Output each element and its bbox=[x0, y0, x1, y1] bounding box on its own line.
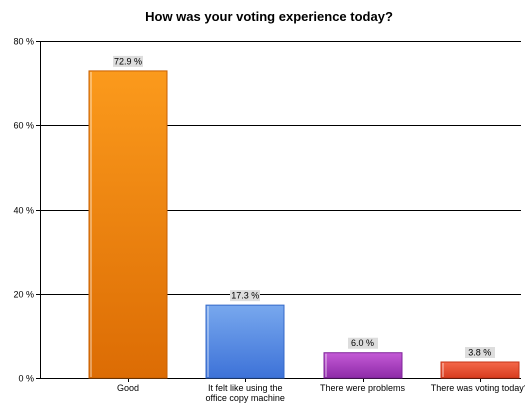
data-label-box bbox=[465, 346, 495, 358]
bars bbox=[88, 70, 520, 379]
bar bbox=[205, 304, 285, 379]
category-label: office copy machine bbox=[206, 393, 285, 403]
y-tick-label: 20 % bbox=[13, 290, 34, 300]
data-label-box bbox=[348, 337, 378, 349]
y-tick-label: 0 % bbox=[18, 374, 34, 384]
bar-highlight bbox=[207, 306, 209, 377]
category-label: Good bbox=[117, 383, 139, 393]
bar-highlight bbox=[442, 362, 444, 377]
data-label: 72.9 % bbox=[114, 56, 142, 66]
y-tick-label: 40 % bbox=[13, 206, 34, 216]
category-label: There was voting today? bbox=[431, 383, 525, 393]
category-label: It felt like using the bbox=[208, 383, 283, 393]
category-label: There were problems bbox=[320, 383, 406, 393]
data-label: 17.3 % bbox=[231, 291, 259, 301]
data-label: 3.8 % bbox=[468, 347, 491, 357]
data-labels: 72.9 % 17.3 % 6.0 % 3.8 % bbox=[113, 55, 495, 358]
bar-highlight bbox=[90, 71, 92, 377]
y-tick-label: 60 % bbox=[13, 121, 34, 131]
chart-title: How was your voting experience today? bbox=[145, 9, 393, 24]
bar-highlight bbox=[325, 353, 327, 377]
data-label-box bbox=[230, 290, 260, 302]
bar bbox=[440, 361, 520, 379]
y-tick-label: 80 % bbox=[13, 37, 34, 47]
bar bbox=[88, 70, 168, 379]
data-label: 6.0 % bbox=[351, 338, 374, 348]
bar bbox=[323, 352, 403, 379]
data-label-box bbox=[113, 55, 143, 67]
